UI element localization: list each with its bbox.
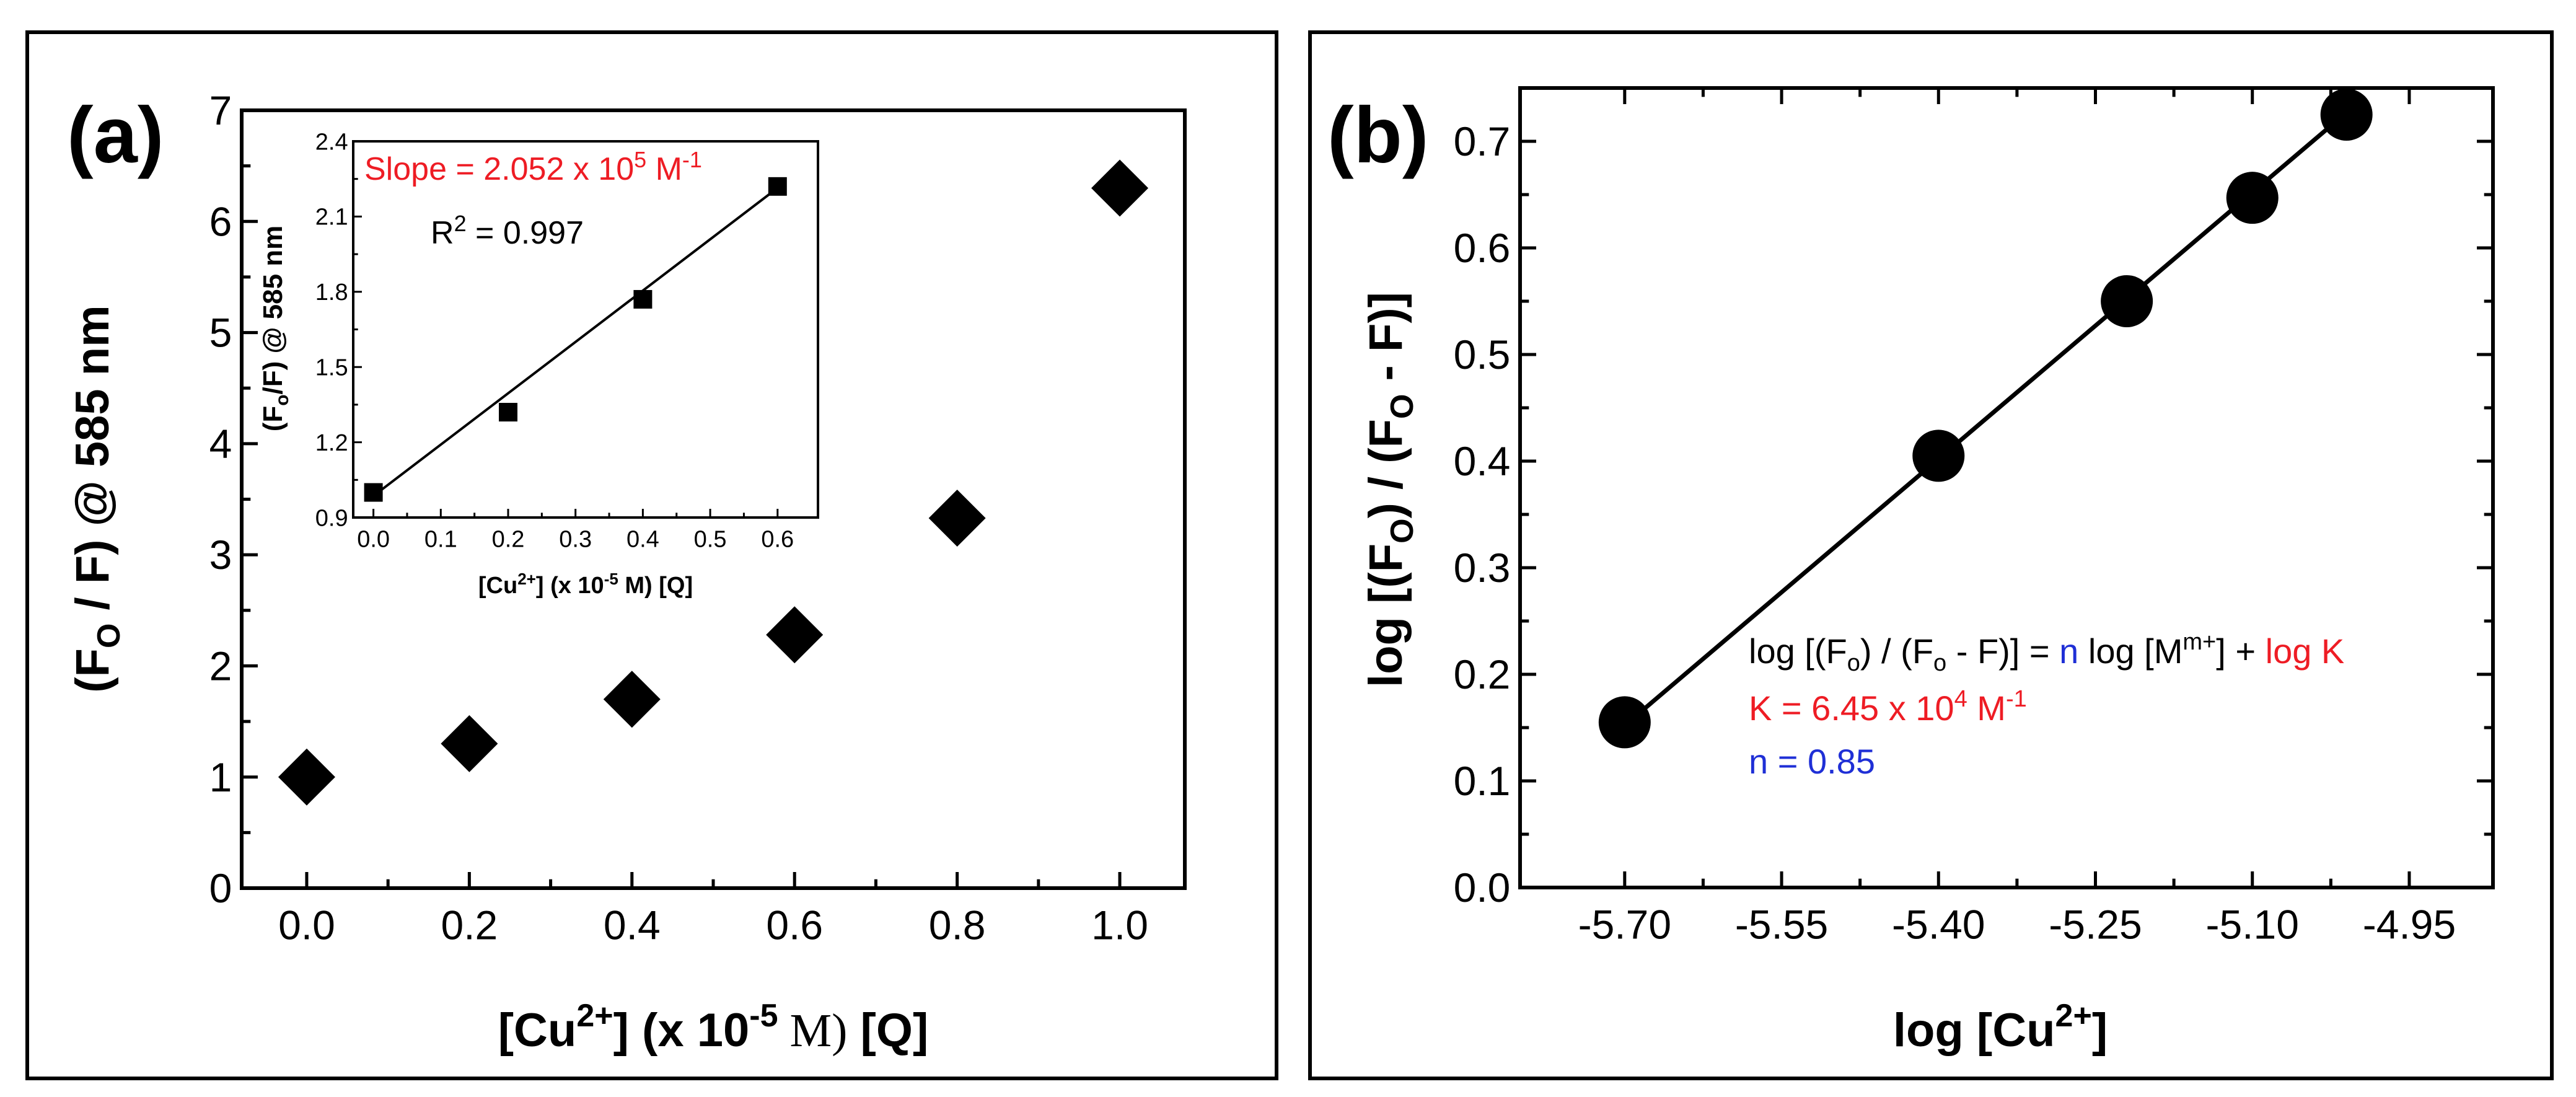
panel-a-data-point	[928, 489, 986, 547]
inset-data-point	[633, 289, 653, 309]
inset-y-label: (Fo/F) @ 585 nm	[258, 226, 292, 432]
panel-b-y-tick-label: 0.4	[1454, 438, 1511, 484]
panel-b-fit-line	[1623, 110, 2348, 728]
inset-fit-line	[372, 187, 778, 497]
inset-y-tick-label: 2.4	[315, 129, 348, 155]
k-value-annotation: K = 6.45 x 104 M-1	[1749, 686, 2027, 728]
inset-data-point	[768, 177, 787, 196]
panel-b-x-tick-label: -5.55	[1735, 902, 1828, 948]
inset-points	[364, 177, 787, 502]
panel-b-y-label: log [(FO) / (FO - F)]	[1360, 292, 1420, 687]
panel-a-y-tick-label: 7	[209, 87, 232, 133]
panel-b-y-tick-label: 0.0	[1454, 865, 1511, 910]
panel-a-data-point	[603, 671, 661, 728]
panel-b-x-tick-label: -5.70	[1578, 902, 1671, 948]
panel-a-y-tick-label: 0	[209, 865, 232, 911]
panel-b-y-tick-label: 0.5	[1454, 332, 1511, 377]
panel-a-y-ticks: 0 1 2 3 4 5 6 7	[209, 87, 258, 911]
inset-x-tick-label: 0.1	[424, 527, 457, 553]
panel-a-x-tick-label: 0.2	[441, 902, 498, 948]
panel-b-y-ticks: 0.0 0.1 0.2 0.3 0.4 0.5 0.6 0.7	[1454, 118, 2493, 910]
inset-x-label: [Cu2+] (x 10-5 M) [Q]	[478, 570, 693, 599]
inset-axes-box	[352, 140, 819, 519]
inset-y-tick-label: 1.8	[315, 280, 348, 306]
panel-a-data-point	[441, 715, 498, 772]
inset-y-tick-label: 1.2	[315, 430, 348, 456]
panel-a-plot: 0 1 2 3 4 5 6 7 0.0 0.2 0.4 0.6 0.8 1.0	[209, 87, 1187, 948]
inset-x-tick-label: 0.4	[626, 527, 659, 553]
panel-a-x-tick-label: 0.4	[604, 902, 661, 948]
panel-a-y-label: (FO / F) @ 585 nm	[66, 305, 127, 693]
inset-y-tick-label: 2.1	[315, 205, 348, 231]
panel-b-y-tick-label: 0.3	[1454, 545, 1511, 591]
panel-b-frame	[1308, 30, 2554, 1080]
panel-b-y-tick-label: 0.6	[1454, 225, 1511, 271]
n-value-annotation: n = 0.85	[1749, 742, 1875, 781]
inset-chart: 0.9 1.2 1.5 1.8 2.1 2.4 0.0 0.1 0.2 0.3 0.4 0.5 0.6…	[258, 129, 819, 599]
inset-data-point	[499, 403, 517, 422]
inset-x-tick-label: 0.6	[761, 527, 794, 553]
panel-b-y-tick-label: 0.2	[1454, 651, 1511, 697]
panel-a-y-tick-label: 6	[209, 198, 232, 244]
panel-b-plot: 0.0 0.1 0.2 0.3 0.4 0.5 0.6 0.7 -5.70 -5.55 -5.40…	[1454, 86, 2495, 948]
panel-b-x-tick-label: -5.10	[2206, 902, 2299, 948]
panel-a-x-ticks: 0.0 0.2 0.4 0.6 0.8 1.0	[278, 872, 1148, 948]
panel-a-data-point	[1091, 159, 1149, 217]
panel-b-points	[1598, 89, 2373, 749]
inset-slope-annotation: Slope = 2.052 x 105 M-1	[364, 147, 702, 187]
inset-r2-annotation: R2 = 0.997	[431, 211, 584, 251]
panel-a-y-tick-label: 3	[209, 532, 232, 578]
panel-a-y-tick-label: 5	[209, 310, 232, 356]
inset-data-point	[364, 483, 383, 502]
panel-b-x-label: log [Cu2+]	[1893, 998, 2108, 1057]
inset-x-tick-label: 0.3	[559, 527, 592, 553]
panel-a: (a) 0 1 2 3 4 5 6 7 0.0 0.2 0.4 0.6 0.8 1.0 (FO / F)…	[25, 30, 1278, 1080]
panel-b-x-ticks: -5.70 -5.55 -5.40 -5.25 -5.10 -4.95	[1578, 88, 2456, 948]
panel-b-x-tick-label: -5.40	[1892, 902, 1985, 948]
panel-b-axes-box	[1518, 86, 2495, 889]
panel-b-data-point	[2320, 89, 2373, 141]
panel-a-data-point	[766, 606, 824, 664]
panel-b-y-tick-label: 0.7	[1454, 118, 1511, 164]
panel-a-y-tick-label: 2	[209, 643, 232, 689]
panel-a-points	[278, 159, 1149, 806]
panel-b-data-point	[1912, 430, 1965, 482]
panel-b-y-tick-label: 0.1	[1454, 758, 1511, 804]
panel-b-x-tick-label: -5.25	[2049, 902, 2142, 948]
inset-x-tick-label: 0.5	[694, 527, 727, 553]
panel-a-frame	[25, 30, 1278, 1080]
panel-a-data-point	[278, 748, 335, 806]
panel-b-data-point	[2101, 275, 2153, 327]
inset-x-tick-label: 0.2	[492, 527, 525, 553]
panel-a-x-label: [Cu2+] (x 10-5 M) [Q]	[498, 998, 929, 1057]
panel-b-label: (b)	[1327, 91, 1428, 180]
panel-b-data-point	[2226, 172, 2279, 224]
inset-x-ticks: 0.0 0.1 0.2 0.3 0.4 0.5 0.6	[357, 509, 794, 553]
panel-b: (b) 0.00.10.20.30.40.50.60.7 -5.70 -5.55-…	[1308, 30, 2554, 1080]
panel-a-axes-box	[240, 108, 1187, 890]
inset-y-ticks: 0.9 1.2 1.5 1.8 2.1 2.4	[315, 129, 362, 531]
panel-a-x-tick-label: 1.0	[1091, 902, 1148, 948]
panel-a-x-tick-label: 0.0	[278, 902, 335, 948]
panel-a-x-tick-label: 0.6	[766, 902, 823, 948]
inset-y-tick-label: 0.9	[315, 505, 348, 531]
inset-y-tick-label: 1.5	[315, 355, 348, 381]
panel-a-label: (a)	[67, 91, 164, 180]
panel-b-data-point	[1598, 696, 1651, 749]
panel-a-y-tick-label: 1	[209, 754, 232, 800]
inset-x-tick-label: 0.0	[357, 527, 390, 553]
equation-annotation: log [(Fo) / (Fo - F)] = n log [Mm+] + lo…	[1749, 629, 2344, 676]
panel-b-x-tick-label: -4.95	[2363, 902, 2456, 948]
panel-a-x-tick-label: 0.8	[929, 902, 986, 948]
panel-a-y-tick-label: 4	[209, 421, 232, 467]
